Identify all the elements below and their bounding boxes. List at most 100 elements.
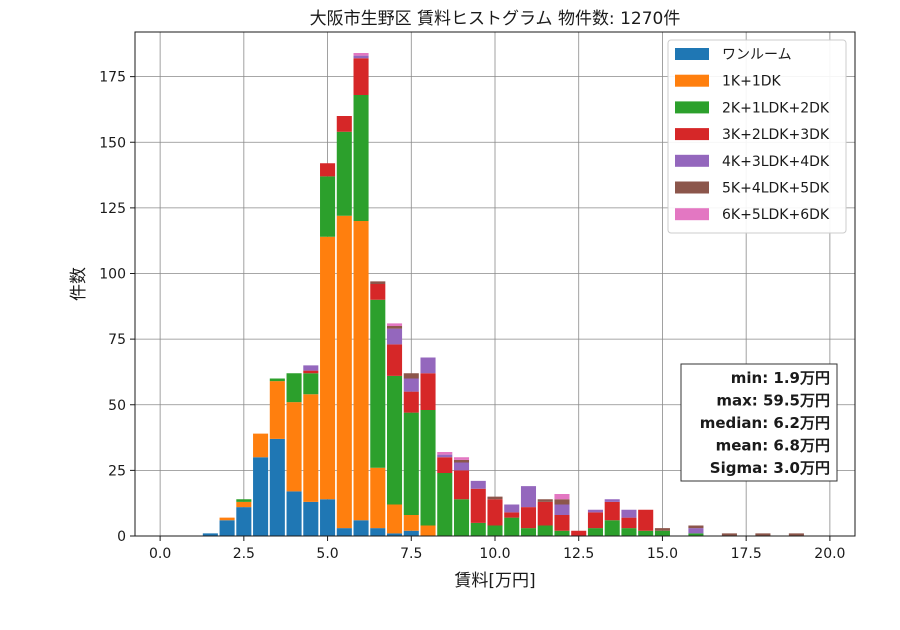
- bar-segment-series-2: [353, 95, 369, 221]
- bar-segment-series-2: [487, 525, 503, 536]
- legend-label: 2K+1LDK+2DK: [722, 100, 830, 116]
- x-tick-label: 0.0: [149, 546, 171, 562]
- bar-segment-series-2: [638, 530, 654, 536]
- x-tick-label: 12.5: [563, 546, 594, 562]
- legend-box: [667, 39, 847, 234]
- bar-segment-series-2: [286, 373, 302, 403]
- x-tick-label: 20.0: [814, 546, 845, 562]
- bar-segment-series-0: [202, 533, 218, 536]
- bar-segment-series-0: [253, 457, 269, 536]
- bar-segment-series-3: [420, 373, 436, 410]
- bar-segment-series-2: [520, 528, 537, 536]
- x-tick-label: 7.5: [400, 546, 422, 562]
- y-tick-label: 75: [108, 332, 126, 348]
- legend-label: 5K+4LDK+5DK: [722, 181, 830, 197]
- bar-segment-series-3: [403, 391, 419, 413]
- bar-segment-series-2: [403, 412, 419, 515]
- legend-swatch: [675, 181, 709, 194]
- x-tick-label: 10.0: [479, 546, 510, 562]
- x-tick-label: 17.5: [731, 546, 762, 562]
- stats-line: mean: 6.8万円: [716, 437, 830, 455]
- chart-title: 大阪市生野区 賃料ヒストグラム 物件数: 1270件: [310, 9, 681, 29]
- bar-segment-series-3: [437, 457, 453, 473]
- bar-segment-series-4: [504, 504, 520, 513]
- bar-segment-series-1: [387, 504, 403, 534]
- legend-swatch: [675, 154, 709, 167]
- bar-segment-series-0: [269, 438, 285, 536]
- x-tick-label: 15.0: [647, 546, 678, 562]
- y-tick-label: 175: [99, 70, 126, 86]
- bar-segment-series-2: [420, 410, 436, 526]
- bar-segment-series-1: [370, 467, 386, 529]
- bar-segment-series-2: [303, 373, 319, 395]
- bar-segment-series-3: [453, 470, 470, 500]
- bar-segment-series-5: [387, 326, 403, 329]
- bar-segment-series-2: [654, 530, 670, 536]
- bar-segment-series-1: [320, 236, 336, 500]
- bar-segment-series-3: [621, 517, 637, 529]
- bar-segment-series-5: [453, 459, 470, 463]
- bar-segment-series-4: [604, 499, 620, 502]
- bar-segment-series-1: [303, 394, 319, 502]
- bar-segment-series-0: [353, 520, 369, 536]
- bar-segment-series-1: [253, 433, 269, 458]
- bar-segment-series-3: [537, 501, 553, 526]
- bar-segment-series-3: [370, 284, 386, 300]
- y-tick-label: 50: [108, 398, 126, 414]
- legend-swatch: [675, 208, 709, 221]
- bar-segment-series-2: [236, 499, 252, 502]
- bar-segment-series-5: [688, 525, 704, 529]
- bar-segment-series-6: [387, 323, 403, 326]
- bar-segment-series-5: [370, 281, 386, 284]
- legend-swatch: [675, 74, 709, 87]
- bar-segment-series-4: [520, 486, 537, 508]
- bar-segment-series-5: [755, 533, 771, 536]
- bar-segment-series-0: [387, 533, 403, 536]
- bar-segment-series-3: [520, 507, 537, 529]
- bar-segment-series-5: [721, 533, 737, 536]
- x-axis-title: 賃料[万円]: [454, 571, 535, 591]
- bar-segment-series-4: [621, 509, 637, 518]
- bar-segment-series-0: [286, 491, 302, 536]
- bar-segment-series-5: [403, 373, 419, 379]
- bar-segment-series-0: [403, 530, 419, 536]
- bar-segment-series-3: [554, 515, 570, 531]
- bar-segment-series-6: [453, 457, 470, 460]
- bar-segment-series-3: [487, 499, 503, 526]
- x-tick-label: 5.0: [316, 546, 338, 562]
- bar-segment-series-0: [336, 528, 352, 536]
- legend-swatch: [675, 128, 709, 141]
- stats-line: max: 59.5万円: [716, 392, 830, 410]
- bar-segment-series-5: [788, 533, 804, 536]
- bar-segment-series-1: [403, 515, 419, 531]
- bar-segment-series-4: [403, 378, 419, 392]
- bar-segment-series-2: [537, 525, 553, 536]
- bar-segment-series-3: [387, 344, 403, 376]
- bar-segment-series-4: [453, 462, 470, 471]
- y-tick-label: 0: [117, 529, 126, 545]
- bar-segment-series-4: [688, 528, 704, 534]
- bar-segment-series-2: [269, 378, 285, 382]
- y-tick-label: 100: [99, 267, 126, 283]
- legend-swatch: [675, 48, 709, 60]
- bar-segment-series-3: [504, 512, 520, 518]
- bar-segment-series-3: [303, 370, 319, 374]
- bar-segment-series-3: [320, 163, 336, 177]
- bar-segment-series-4: [554, 504, 570, 515]
- bar-segment-series-1: [236, 501, 252, 508]
- bar-segment-series-4: [587, 509, 603, 513]
- legend-label: 1K+1DK: [722, 74, 782, 90]
- axis-ticks: 0.0 2.5 5.0 7.5 10.0 12.5 15.0 17.5 20.0 0 25 50 75 1…: [99, 70, 845, 562]
- legend-label: 4K+3LDK+4DK: [722, 154, 830, 170]
- bar-segment-series-6: [437, 452, 453, 455]
- y-tick-label: 25: [108, 463, 126, 479]
- bar-segment-series-5: [487, 496, 503, 500]
- bar-segment-series-5: [537, 499, 553, 502]
- bar-segment-series-2: [320, 176, 336, 237]
- bar-segment-series-4: [420, 357, 436, 374]
- x-tick-label: 2.5: [233, 546, 255, 562]
- bar-segment-series-6: [353, 53, 369, 56]
- y-tick-label: 150: [99, 135, 126, 151]
- legend-swatch: [675, 101, 709, 114]
- bar-segment-series-4: [470, 480, 486, 489]
